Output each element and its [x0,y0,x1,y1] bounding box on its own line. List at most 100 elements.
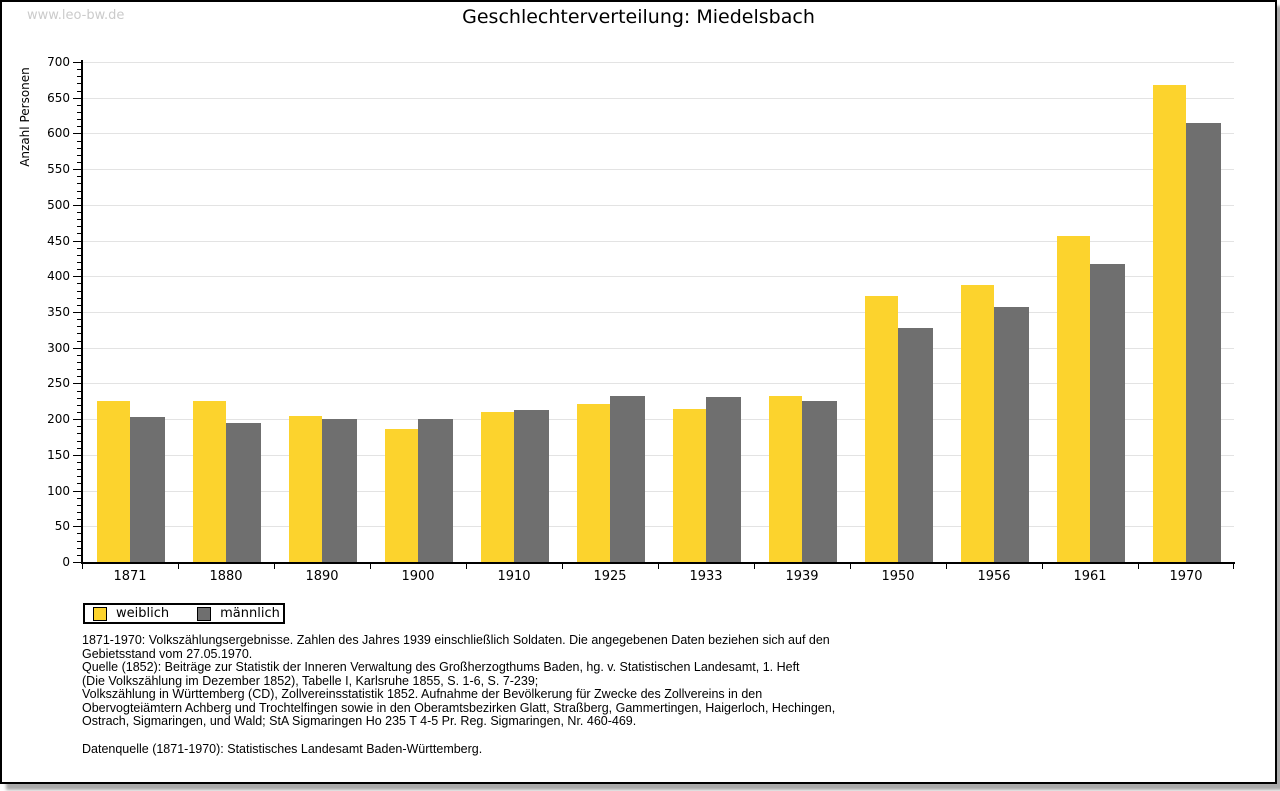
gridline-150 [82,454,1234,456]
y-minor-tick-530 [77,183,81,185]
y-minor-tick-120 [77,476,81,478]
y-minor-tick-340 [77,319,81,321]
y-minor-tick-40 [77,533,81,535]
bar-maennlich-1925 [610,396,645,562]
site-watermark: www.leo-bw.de [27,8,125,23]
y-minor-tick-540 [77,176,81,178]
y-major-tick-250 [73,383,81,385]
y-major-tick-600 [73,133,81,135]
y-minor-tick-260 [77,376,81,378]
footnote-line: Ostrach, Sigmaringen, und Wald; StA Sigm… [82,714,637,728]
y-minor-tick-130 [77,469,81,471]
bar-maennlich-1961 [1090,264,1125,562]
y-minor-tick-10 [77,554,81,556]
bar-maennlich-1956 [994,307,1029,562]
bar-weiblich-1970 [1153,84,1186,562]
x-tick-label-1900: 1900 [401,569,435,584]
y-minor-tick-110 [77,483,81,485]
bar-weiblich-1950 [865,296,898,562]
y-minor-tick-560 [77,162,81,163]
footnote-line: 1871-1970: Volkszählungsergebnisse. Zahl… [82,633,830,647]
y-tick-label-450: 450 [47,233,70,248]
y-minor-tick-480 [77,219,81,221]
bar-maennlich-1970 [1186,123,1221,562]
bar-maennlich-1890 [322,419,357,562]
y-minor-tick-490 [77,212,81,213]
y-minor-tick-590 [77,140,81,142]
y-minor-tick-290 [77,354,81,356]
y-minor-tick-380 [77,290,81,292]
legend-item-maennlich: männlich [197,606,280,621]
datasource-line: Datenquelle (1871-1970): Statistisches L… [82,742,483,756]
y-minor-tick-60 [77,519,81,521]
bar-maennlich-1880 [226,422,261,562]
y-minor-tick-370 [77,297,81,299]
x-tick-label-1871: 1871 [113,569,147,584]
footnote-line: Quelle (1852): Beiträge zur Statistik de… [82,660,800,674]
y-tick-label-250: 250 [47,376,70,391]
x-axis-tick [178,564,179,569]
x-axis-tick [562,564,563,569]
y-tick-label-650: 650 [47,90,70,105]
x-axis-tick [1138,564,1139,569]
gridline-300 [82,347,1234,349]
y-minor-tick-80 [77,504,81,506]
x-tick-label-1970: 1970 [1169,569,1203,584]
legend-swatch-weiblich [93,606,107,621]
chart-title: Geschlechterverteilung: Miedelsbach [462,6,815,28]
footnote-line: Volkszählung in Württemberg (CD), Zollve… [82,687,763,701]
y-minor-tick-20 [77,547,81,549]
bar-weiblich-1961 [1057,236,1090,562]
bar-weiblich-1890 [289,416,322,562]
y-minor-tick-310 [77,340,81,342]
footnote-line: (Die Volkszählung im Dezember 1852), Tab… [82,673,539,688]
y-major-tick-200 [73,419,81,421]
x-tick-label-1956: 1956 [977,569,1011,584]
gridline-250 [82,383,1234,385]
gridline-550 [82,169,1234,171]
y-major-tick-150 [73,454,81,456]
y-axis-line [81,60,83,564]
y-tick-label-100: 100 [47,483,70,498]
bar-maennlich-1900 [418,419,453,562]
legend-label-maennlich: männlich [220,606,280,621]
y-tick-label-50: 50 [54,519,70,534]
y-minor-tick-90 [77,497,81,499]
y-minor-tick-410 [77,269,81,271]
x-axis-line [81,562,1235,564]
y-tick-label-400: 400 [47,269,70,284]
gridline-600 [82,133,1234,135]
y-major-tick-100 [73,490,81,492]
y-tick-label-0: 0 [62,555,70,569]
gridline-50 [82,526,1234,528]
y-major-tick-50 [73,526,81,528]
y-tick-label-500: 500 [47,197,70,212]
x-axis-tick [658,564,659,569]
y-minor-tick-320 [77,333,81,335]
y-minor-tick-570 [77,154,81,156]
gridline-650 [82,97,1234,99]
y-tick-label-600: 600 [47,126,70,141]
legend-item-weiblich: weiblich [93,606,169,621]
y-minor-tick-430 [77,254,81,256]
chart-legend: weiblich männlich [83,603,285,624]
x-tick-label-1961: 1961 [1073,569,1107,584]
y-major-tick-350 [73,312,81,313]
x-tick-label-1890: 1890 [305,569,339,584]
y-tick-label-300: 300 [47,340,70,355]
y-minor-tick-170 [77,440,81,442]
bar-weiblich-1880 [193,400,226,562]
x-axis-tick [946,564,947,569]
bar-maennlich-1939 [802,400,837,562]
gridline-700 [82,62,1234,63]
y-minor-tick-230 [77,397,81,399]
gridline-400 [82,276,1234,278]
y-minor-tick-330 [77,326,81,328]
x-axis-tick [466,564,467,569]
bar-weiblich-1933 [673,409,706,562]
gridline-500 [82,204,1234,206]
x-axis-tick [1042,564,1043,569]
x-tick-label-1880: 1880 [209,569,243,584]
y-major-tick-700 [73,62,81,63]
y-minor-tick-680 [77,76,81,78]
